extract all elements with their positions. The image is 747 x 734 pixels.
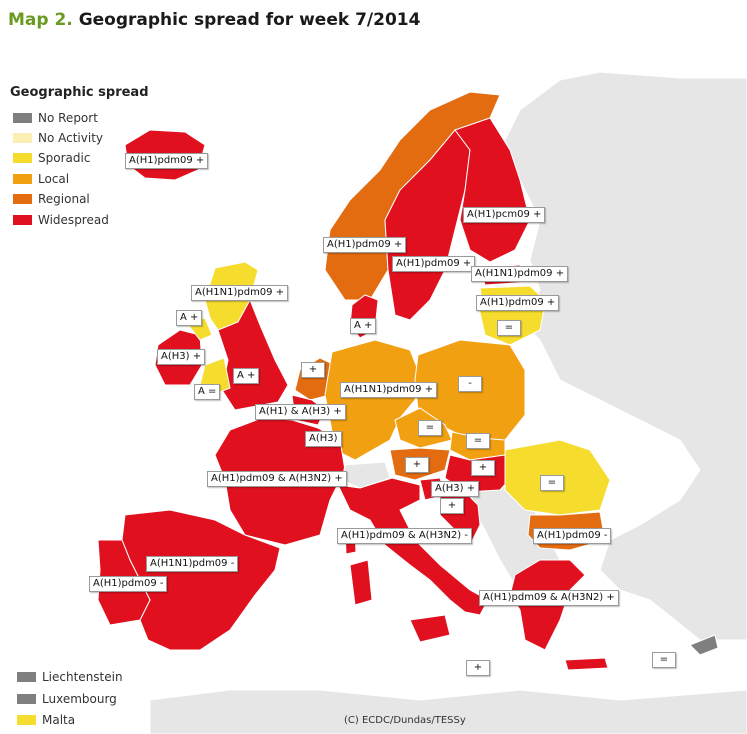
legend-swatch	[17, 672, 36, 682]
legend-swatch	[13, 153, 32, 163]
label-scotland: A(H1N1)pdm09 +	[191, 285, 289, 301]
label-england: A +	[233, 368, 260, 384]
map-title: Map 2. Geographic spread for week 7/2014	[8, 10, 420, 30]
label-luxembourg: A(H3)	[305, 431, 342, 447]
italy-sardinia	[349, 559, 373, 606]
legend-liechtenstein: Liechtenstein	[17, 669, 123, 685]
region-north-africa	[149, 689, 747, 734]
legend-malta: Malta	[17, 712, 75, 728]
label-portugal: A(H1)pdm09 -	[89, 576, 168, 592]
label-hungary: +	[471, 460, 495, 476]
label-wales: A =	[194, 384, 221, 400]
label-cyprus: =	[652, 652, 676, 668]
label-latvia: A(H1)pdm09 +	[476, 295, 560, 311]
legend-sporadic: Sporadic	[13, 150, 90, 166]
legend-no-activity: No Activity	[13, 130, 103, 146]
legend-label: Luxembourg	[42, 692, 117, 706]
label-austria: +	[405, 457, 429, 473]
label-romania: =	[540, 475, 564, 491]
label-iceland: A(H1)pdm09 +	[125, 153, 209, 169]
label-france: A(H1)pdm09 & A(H3N2) +	[207, 471, 347, 487]
legend-no-report: No Report	[13, 110, 98, 126]
map-title-text: Geographic spread for week 7/2014	[78, 10, 421, 30]
legend-title: Geographic spread	[10, 85, 149, 100]
label-czech: =	[418, 420, 442, 436]
legend-swatch	[17, 694, 36, 704]
label-slovenia: A(H3) +	[431, 481, 480, 497]
label-spain: A(H1N1)pdm09 -	[146, 556, 239, 572]
legend-swatch	[13, 113, 32, 123]
legend-luxembourg: Luxembourg	[17, 691, 117, 707]
legend-label: Local	[38, 172, 70, 186]
country-sweden	[384, 129, 471, 321]
label-poland: -	[458, 376, 482, 392]
label-ireland: A(H3) +	[157, 349, 206, 365]
italy-sicily	[409, 614, 451, 643]
label-bulgaria: A(H1)pdm09 -	[533, 528, 612, 544]
legend-label: Malta	[42, 713, 76, 727]
greece-crete	[564, 657, 609, 671]
country-finland	[454, 117, 531, 263]
legend-label: No Activity	[38, 131, 104, 145]
label-greece: A(H1)pdm09 & A(H3N2) +	[479, 590, 619, 606]
country-cyprus	[689, 634, 719, 656]
label-italy: A(H1)pdm09 & A(H3N2) -	[337, 528, 472, 544]
legend-swatch	[13, 174, 32, 184]
label-norway: A(H1)pdm09 +	[323, 237, 407, 253]
label-belgium: A(H1) & A(H3) +	[255, 404, 346, 420]
legend-label: Liechtenstein	[42, 670, 123, 684]
legend-label: Regional	[38, 192, 90, 206]
label-netherlands: +	[301, 362, 325, 378]
map-number: Map 2.	[8, 10, 73, 30]
legend-label: Sporadic	[38, 151, 91, 165]
legend-local: Local	[13, 171, 69, 187]
label-sweden: A(H1)pdm09 +	[392, 256, 476, 272]
legend-label: No Report	[38, 111, 98, 125]
label-croatia: +	[440, 498, 464, 514]
legend-swatch	[13, 194, 32, 204]
label-lithuania: =	[497, 320, 521, 336]
legend-swatch	[13, 133, 32, 143]
label-estonia: A(H1N1)pdm09 +	[471, 266, 569, 282]
label-slovakia: =	[466, 433, 490, 449]
label-northern-ireland: A +	[176, 310, 203, 326]
copyright-credit: (C) ECDC/Dundas/TESSy	[344, 715, 466, 726]
label-denmark: A +	[350, 318, 377, 334]
legend-swatch	[13, 215, 32, 225]
legend-regional: Regional	[13, 191, 90, 207]
label-malta: +	[466, 660, 490, 676]
label-germany: A(H1N1)pdm09 +	[340, 382, 438, 398]
legend-widespread: Widespread	[13, 212, 109, 228]
legend-swatch	[17, 715, 36, 725]
legend-label: Widespread	[38, 213, 109, 227]
label-finland: A(H1)pcm09 +	[463, 207, 546, 223]
region-eastern-europe	[499, 71, 747, 641]
